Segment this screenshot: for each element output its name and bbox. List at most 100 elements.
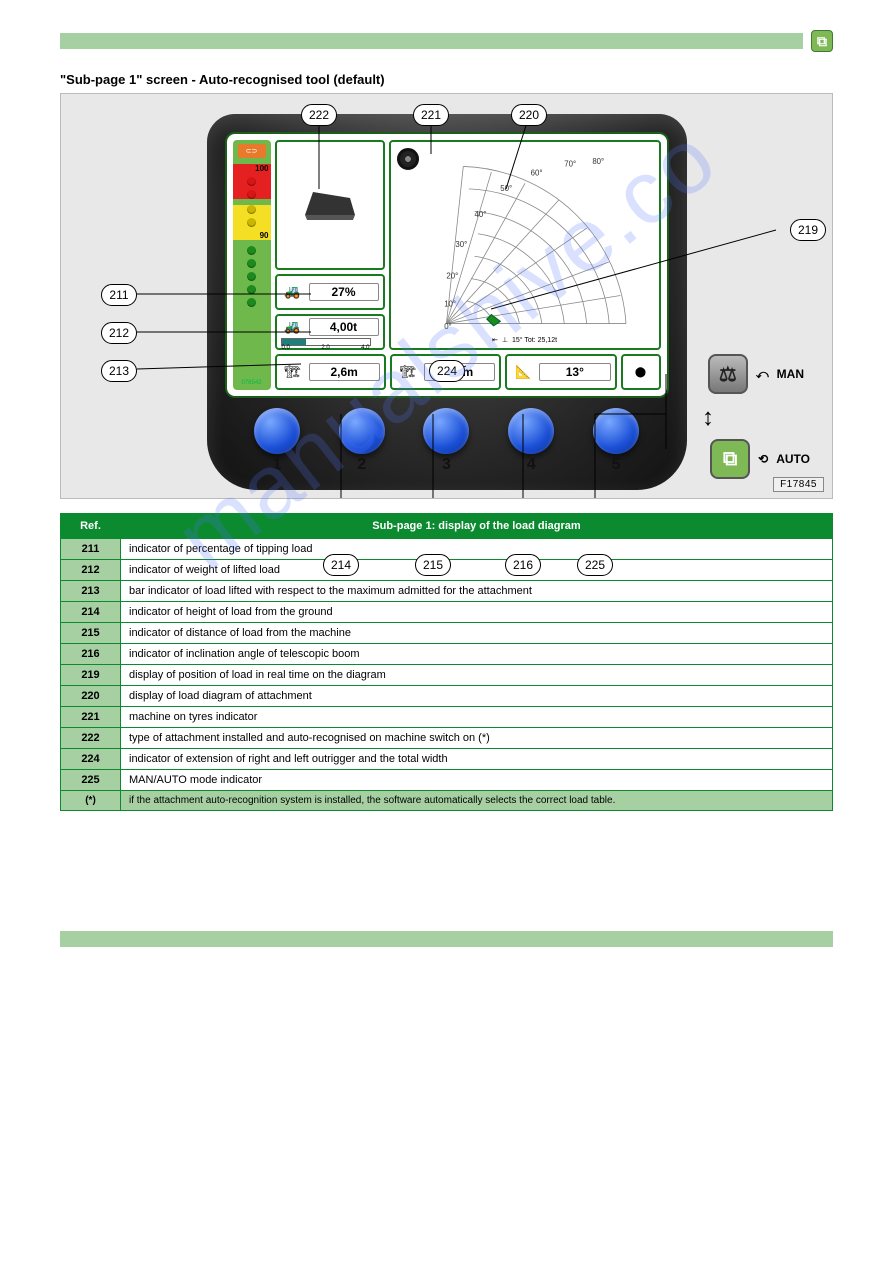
overload-icon: ⊂⊃ — [238, 144, 266, 158]
table-row: 215indicator of distance of load from th… — [61, 623, 833, 644]
angle-value: 13° — [539, 363, 610, 381]
table-row: 222type of attachment installed and auto… — [61, 728, 833, 749]
brand-badge-icon: ⧉ — [811, 30, 833, 52]
header-stripe — [60, 33, 803, 49]
mode-link-arrow-icon: ↕ — [702, 404, 714, 432]
desc-cell: bar indicator of load lifted with respec… — [121, 581, 833, 602]
knob-4[interactable] — [508, 408, 554, 454]
hmi-screen: ⊂⊃ 100 90 078542 — [225, 132, 669, 398]
table-row: 213bar indicator of load lifted with res… — [61, 581, 833, 602]
machine-icon: 🚜 — [281, 283, 305, 301]
callout-213: 213 — [101, 360, 137, 382]
ref-cell: 212 — [61, 560, 121, 581]
svg-text:50°: 50° — [500, 184, 512, 193]
height-tile: 🏗 2,6m — [275, 354, 386, 390]
svg-text:40°: 40° — [474, 210, 486, 219]
load-diagram-chart: 0° 10° 20° 30° 40° 50° 60° 70° 80° — [395, 144, 655, 346]
boom-height-icon: 🏗 — [281, 363, 305, 381]
led-serial: 078542 — [241, 380, 261, 386]
desc-cell: display of position of load in real time… — [121, 665, 833, 686]
led-zone-green — [233, 246, 271, 374]
table-row: 211indicator of percentage of tipping lo… — [61, 539, 833, 560]
ref-cell: 213 — [61, 581, 121, 602]
ref-cell: 225 — [61, 770, 121, 791]
desc-cell: if the attachment auto-recognition syste… — [121, 791, 833, 811]
svg-text:0°: 0° — [444, 322, 452, 331]
boom-reach-icon: 🏗 — [396, 363, 420, 381]
knob-5[interactable] — [593, 408, 639, 454]
figure-id-label: F17845 — [773, 477, 824, 492]
ref-cell: 221 — [61, 707, 121, 728]
bucket-icon — [295, 180, 365, 230]
device-figure: manualshive.co ⊂⊃ 100 90 078542 — [60, 93, 833, 499]
kg-icon: ⚖ — [708, 354, 748, 394]
ref-cell: 211 — [61, 539, 121, 560]
reference-table: Ref. Sub-page 1: display of the load dia… — [60, 513, 833, 811]
tyre-indicator-icon — [397, 148, 419, 170]
auto-mode-badge: ⧉ ⟲ AUTO — [710, 439, 810, 479]
led-zone-yellow: 90 — [233, 205, 271, 240]
callout-212: 212 — [101, 322, 137, 344]
table-row: 219display of position of load in real t… — [61, 665, 833, 686]
ref-cell: (*) — [61, 791, 121, 811]
mode-dot-icon: ⬤ — [635, 367, 646, 378]
man-mode-prefix-icon: ⤺ — [756, 367, 769, 382]
table-row: 216indicator of inclination angle of tel… — [61, 644, 833, 665]
ref-cell: 214 — [61, 602, 121, 623]
knob-row — [225, 398, 669, 454]
table-row: 214indicator of height of load from the … — [61, 602, 833, 623]
load-bar-indicator: 0,0 2,0 4,0 — [281, 338, 371, 346]
desc-cell: indicator of distance of load from the m… — [121, 623, 833, 644]
knob-1[interactable] — [254, 408, 300, 454]
led-label-100: 100 — [255, 164, 270, 173]
ref-cell: 224 — [61, 749, 121, 770]
knob-2[interactable] — [339, 408, 385, 454]
svg-text:20°: 20° — [446, 272, 458, 281]
svg-text:70°: 70° — [564, 159, 576, 168]
desc-cell: machine on tyres indicator — [121, 707, 833, 728]
footer-stripe — [60, 931, 833, 947]
led-zone-red: 100 — [233, 164, 271, 199]
distance-tile: 🏗 3,9m — [390, 354, 501, 390]
table-row: (*)if the attachment auto-recognition sy… — [61, 791, 833, 811]
desc-cell: display of load diagram of attachment — [121, 686, 833, 707]
desc-cell: MAN/AUTO mode indicator — [121, 770, 833, 791]
knob-3[interactable] — [423, 408, 469, 454]
desc-cell: indicator of extension of right and left… — [121, 749, 833, 770]
mode-indicator-tile: ⬤ — [621, 354, 661, 390]
callout-219: 219 — [790, 219, 826, 241]
table-row: 225MAN/AUTO mode indicator — [61, 770, 833, 791]
table-row: 220display of load diagram of attachment — [61, 686, 833, 707]
machine-load-icon: 🚜 — [281, 318, 305, 336]
svg-text:30°: 30° — [455, 240, 467, 249]
callout-211: 211 — [101, 284, 137, 306]
page-header: ⧉ — [60, 30, 833, 52]
man-mode-label: MAN — [777, 367, 804, 381]
tipping-percent-tile: 🚜 27% — [275, 274, 385, 310]
desc-cell: indicator of percentage of tipping load — [121, 539, 833, 560]
load-weight-value: 4,00t — [309, 318, 379, 336]
auto-brand-icon: ⧉ — [710, 439, 750, 479]
table-row: 212indicator of weight of lifted load — [61, 560, 833, 581]
bottom-readouts-row: 🏗 2,6m 🏗 3,9m 📐 13° ⬤ — [275, 354, 661, 390]
tipping-percent-value: 27% — [309, 283, 379, 301]
ref-cell: 222 — [61, 728, 121, 749]
section-title: "Sub-page 1" screen - Auto-recognised to… — [60, 72, 833, 87]
attachment-type-tile — [275, 140, 385, 270]
knob-labels: 12 34 5 — [225, 454, 669, 480]
load-weight-tile: 🚜 4,00t 0,0 2,0 4,0 — [275, 314, 385, 350]
desc-cell: indicator of inclination angle of telesc… — [121, 644, 833, 665]
ref-cell: 220 — [61, 686, 121, 707]
ref-cell: 219 — [61, 665, 121, 686]
desc-cell: indicator of height of load from the gro… — [121, 602, 833, 623]
table-header-desc: Sub-page 1: display of the load diagram — [121, 514, 833, 539]
angle-tile: 📐 13° — [505, 354, 616, 390]
desc-cell: indicator of weight of lifted load — [121, 560, 833, 581]
auto-mode-prefix-icon: ⟲ — [758, 452, 768, 466]
ref-cell: 216 — [61, 644, 121, 665]
svg-text:10°: 10° — [444, 300, 456, 309]
svg-text:60°: 60° — [530, 168, 542, 177]
load-diagram-tile: 0° 10° 20° 30° 40° 50° 60° 70° 80° ⇤⊥15°… — [389, 140, 661, 350]
table-row: 221machine on tyres indicator — [61, 707, 833, 728]
led-label-90: 90 — [260, 231, 271, 240]
